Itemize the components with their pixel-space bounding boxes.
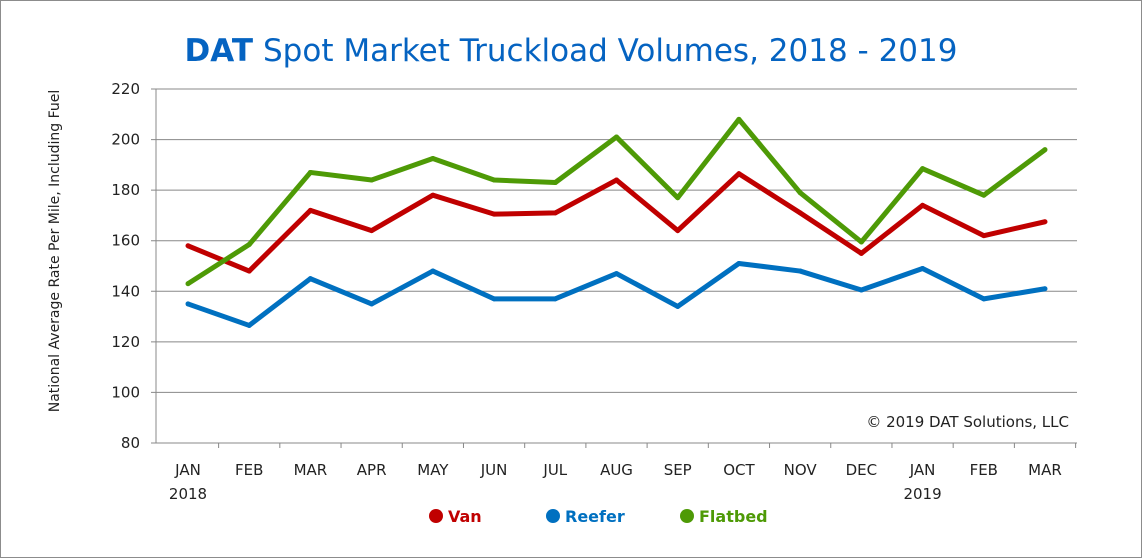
data-point-van bbox=[307, 207, 313, 213]
data-point-flatbed bbox=[369, 177, 375, 183]
data-point-flatbed bbox=[614, 134, 619, 140]
y-tick-label: 220 bbox=[111, 80, 140, 98]
data-point-van bbox=[920, 202, 926, 208]
data-point-reefer bbox=[858, 287, 864, 293]
data-point-van bbox=[736, 171, 742, 177]
legend-label-van: Van bbox=[448, 507, 482, 526]
data-point-van bbox=[1042, 219, 1048, 225]
series-line-van bbox=[187, 171, 1046, 274]
data-point-reefer bbox=[981, 296, 987, 302]
series-line-flatbed bbox=[186, 116, 1047, 286]
data-point-reefer bbox=[920, 266, 926, 272]
y-tick-label: 160 bbox=[111, 232, 140, 250]
data-point-flatbed bbox=[1042, 147, 1048, 153]
data-point-reefer bbox=[307, 276, 313, 282]
data-point-reefer bbox=[185, 301, 191, 307]
data-point-flatbed bbox=[430, 156, 436, 162]
copyright-annotation: © 2019 DAT Solutions, LLC bbox=[866, 413, 1069, 431]
data-point-flatbed bbox=[858, 239, 864, 245]
y-tick-label: 180 bbox=[111, 181, 140, 199]
data-point-reefer bbox=[369, 301, 375, 307]
data-point-flatbed bbox=[736, 116, 742, 122]
y-axis-label: National Average Rate Per Mile, Includin… bbox=[47, 90, 63, 413]
legend-marker-van bbox=[429, 509, 443, 523]
data-point-van bbox=[185, 243, 191, 249]
x-tick-label: JUL bbox=[542, 461, 567, 479]
x-tick-label: MAY bbox=[417, 461, 449, 479]
x-tick-label: DEC bbox=[846, 461, 878, 479]
data-point-flatbed bbox=[552, 180, 558, 186]
y-tick-label: 80 bbox=[121, 434, 140, 452]
data-point-van bbox=[369, 228, 375, 234]
data-point-van bbox=[430, 192, 436, 198]
x-tick-label: JUN bbox=[480, 461, 508, 479]
data-point-reefer bbox=[736, 260, 742, 266]
x-tick-label: JAN bbox=[909, 461, 936, 479]
data-point-reefer bbox=[246, 322, 252, 328]
data-point-van bbox=[858, 250, 864, 256]
data-point-van bbox=[552, 210, 558, 216]
data-point-reefer bbox=[1042, 286, 1048, 292]
x-tick-label: NOV bbox=[784, 461, 818, 479]
data-point-van bbox=[797, 210, 803, 216]
data-point-flatbed bbox=[491, 177, 497, 183]
data-point-flatbed bbox=[920, 166, 926, 172]
legend-marker-flatbed bbox=[680, 509, 694, 523]
x-tick-label: JAN bbox=[174, 461, 201, 479]
x-year-label: 2018 bbox=[169, 485, 207, 503]
data-point-flatbed bbox=[185, 281, 191, 287]
legend-marker-reefer bbox=[546, 509, 560, 523]
legend-label-reefer: Reefer bbox=[565, 507, 625, 526]
x-tick-label: OCT bbox=[723, 461, 755, 479]
x-tick-label: APR bbox=[357, 461, 387, 479]
data-point-reefer bbox=[614, 271, 619, 277]
data-point-reefer bbox=[675, 303, 681, 309]
y-tick-label: 120 bbox=[111, 333, 140, 351]
data-point-reefer bbox=[552, 296, 558, 302]
y-tick-label: 200 bbox=[111, 131, 140, 149]
x-tick-label: AUG bbox=[600, 461, 633, 479]
title-text: Spot Market Truckload Volumes, 2018 - 20… bbox=[263, 33, 957, 69]
legend-label-flatbed: Flatbed bbox=[699, 507, 768, 526]
title-brand: DAT bbox=[185, 33, 253, 69]
data-point-reefer bbox=[491, 296, 497, 302]
data-point-flatbed bbox=[246, 242, 252, 248]
x-tick-label: SEP bbox=[664, 461, 692, 479]
data-point-flatbed bbox=[797, 190, 803, 196]
data-point-van bbox=[491, 211, 497, 217]
x-tick-label: MAR bbox=[1028, 461, 1062, 479]
data-point-van bbox=[981, 233, 987, 239]
data-point-van bbox=[246, 268, 252, 274]
x-year-label: 2019 bbox=[903, 485, 941, 503]
data-point-flatbed bbox=[675, 195, 681, 201]
data-point-reefer bbox=[430, 268, 436, 274]
data-point-van bbox=[675, 228, 681, 234]
chart-title: DAT Spot Market Truckload Volumes, 2018 -… bbox=[185, 33, 958, 69]
data-point-reefer bbox=[797, 268, 803, 274]
y-tick-label: 100 bbox=[111, 383, 140, 401]
y-tick-label: 140 bbox=[111, 282, 140, 300]
data-point-van bbox=[614, 177, 619, 183]
x-tick-label: FEB bbox=[970, 461, 998, 479]
data-point-flatbed bbox=[307, 169, 313, 175]
x-tick-label: MAR bbox=[294, 461, 328, 479]
data-point-flatbed bbox=[981, 192, 987, 198]
x-tick-label: FEB bbox=[235, 461, 263, 479]
